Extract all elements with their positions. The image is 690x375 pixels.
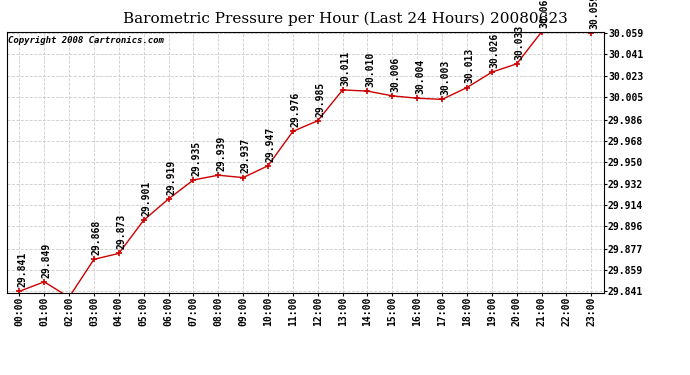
Text: 30.060: 30.060 <box>540 0 549 28</box>
Text: 30.004: 30.004 <box>415 59 425 94</box>
Text: 30.033: 30.033 <box>515 24 524 60</box>
Text: 29.976: 29.976 <box>290 92 301 127</box>
Text: 29.849: 29.849 <box>42 242 52 278</box>
Text: 30.003: 30.003 <box>440 60 450 95</box>
Text: 30.011: 30.011 <box>340 51 351 86</box>
Text: 29.919: 29.919 <box>166 159 177 195</box>
Text: 30.006: 30.006 <box>390 56 400 92</box>
Text: 29.841: 29.841 <box>17 252 27 287</box>
Text: 29.935: 29.935 <box>191 141 201 176</box>
Text: 30.064: 30.064 <box>0 374 1 375</box>
Text: 29.873: 29.873 <box>117 214 126 249</box>
Text: 29.947: 29.947 <box>266 126 276 162</box>
Text: 29.985: 29.985 <box>315 81 326 117</box>
Text: 30.059: 30.059 <box>589 0 599 29</box>
Text: 29.836: 29.836 <box>0 374 1 375</box>
Text: 30.013: 30.013 <box>465 48 475 83</box>
Text: 29.937: 29.937 <box>241 138 251 173</box>
Text: 30.026: 30.026 <box>490 33 500 68</box>
Text: 29.901: 29.901 <box>141 181 152 216</box>
Text: 30.010: 30.010 <box>365 52 375 87</box>
Text: 29.939: 29.939 <box>216 136 226 171</box>
Text: Barometric Pressure per Hour (Last 24 Hours) 20080623: Barometric Pressure per Hour (Last 24 Ho… <box>123 11 567 26</box>
Text: 29.868: 29.868 <box>92 220 101 255</box>
Text: Copyright 2008 Cartronics.com: Copyright 2008 Cartronics.com <box>8 36 164 45</box>
